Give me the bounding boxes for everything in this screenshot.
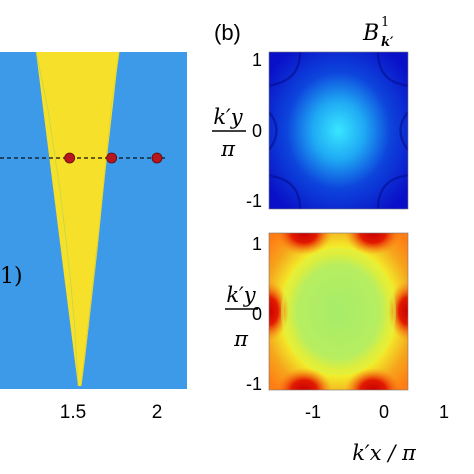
- heatmap-top: [269, 52, 408, 209]
- panel-a-x-ticks: 1.5 2: [60, 402, 163, 423]
- ylabel-numerator: k′y: [226, 283, 256, 307]
- x-tick-label: -1: [305, 402, 321, 422]
- heatmap-bottom: [269, 233, 408, 390]
- ylabel-denominator: π: [220, 137, 236, 161]
- heatmap-top-y-ticks: 1 0 -1: [246, 50, 262, 211]
- heatmap-bottom-frame: [268, 232, 409, 391]
- y-axis-label-bottom: k′y π: [225, 283, 258, 351]
- y-tick-label: 1: [252, 234, 262, 254]
- y-tick-label: 1: [252, 50, 262, 70]
- y-tick-label: -1: [246, 191, 262, 211]
- phase-region-yellow: [36, 52, 119, 386]
- x-tick-label: 1: [439, 402, 449, 422]
- y-tick-label: -1: [246, 374, 262, 394]
- title-superscript: 1: [381, 15, 389, 30]
- phase-boundary-right: [80, 51, 120, 387]
- phase-boundary-left: [35, 51, 79, 387]
- data-point-marker: [64, 152, 76, 164]
- panel-b: (b) B 1 k′ 1 0 -1 k′y: [212, 15, 449, 465]
- heatmap-bottom-x-ticks: -1 0 1: [305, 402, 449, 422]
- panel-b-label: (b): [214, 20, 241, 45]
- data-point-marker: [151, 152, 163, 164]
- title-symbol: B: [362, 21, 379, 46]
- heatmap-top-frame: [268, 51, 409, 210]
- x-tick-label: 1.5: [60, 402, 86, 423]
- ylabel-denominator: π: [233, 327, 249, 351]
- panel-a: 1) 1.5 2: [0, 51, 187, 423]
- y-axis-label-top: k′y π: [212, 105, 246, 161]
- x-tick-label: 0: [379, 402, 389, 422]
- heatmap-bottom-y-ticks: 1 0 -1: [246, 234, 262, 394]
- panel-a-partial-label: 1): [0, 264, 23, 289]
- data-point-marker: [106, 152, 118, 164]
- y-tick-label: 0: [252, 304, 262, 324]
- x-axis-label: k′x / π: [352, 441, 417, 465]
- y-tick-label: 0: [252, 121, 262, 141]
- ylabel-numerator: k′y: [213, 105, 243, 129]
- panel-b-title: B 1 k′: [362, 15, 394, 50]
- x-tick-label: 2: [152, 402, 163, 423]
- title-subscript: k′: [381, 35, 394, 50]
